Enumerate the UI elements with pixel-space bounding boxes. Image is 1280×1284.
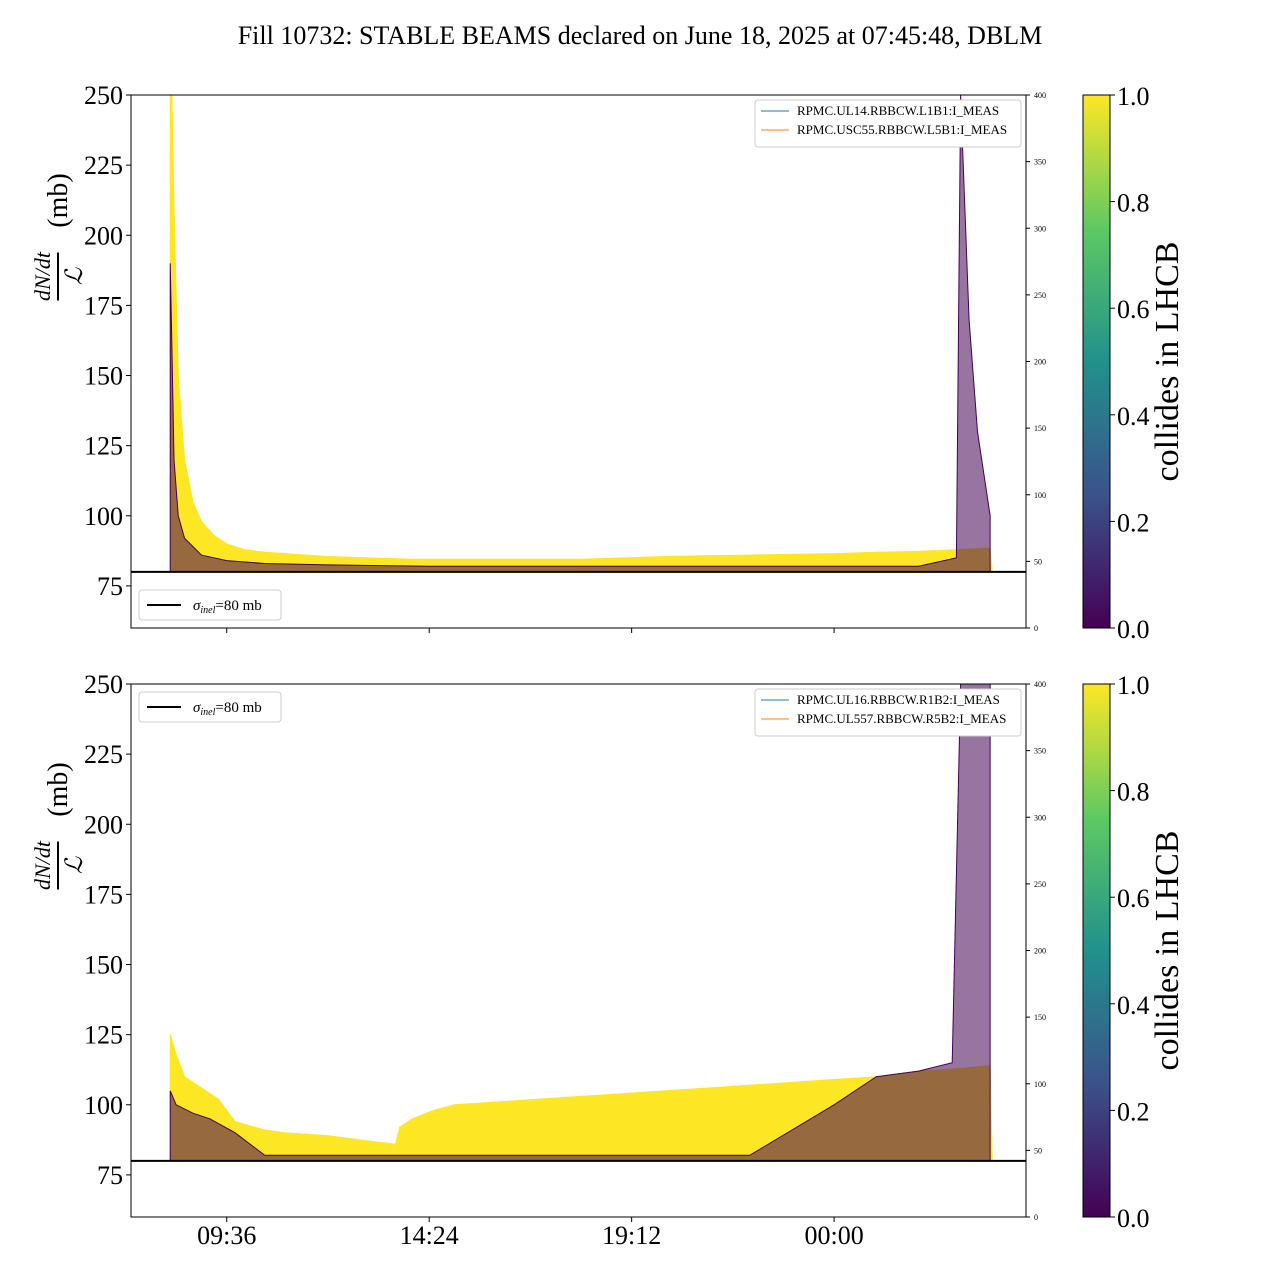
- colorbar-tick-label: 0.2: [1117, 508, 1150, 537]
- y2-tick-label: 300: [1034, 813, 1046, 822]
- legend-entry: RPMC.UL16.RBBCW.R1B2:I_MEAS: [797, 692, 1000, 707]
- colorbar-label: collides in LHCB: [1149, 831, 1186, 1071]
- y-label-numerator: dN/dt: [30, 840, 55, 890]
- y2-tick-label: 150: [1034, 424, 1046, 433]
- colorbar-gradient: [1082, 94, 1111, 629]
- colorbar-tick-label: 0.6: [1117, 884, 1150, 913]
- colorbar-tick-label: 0.0: [1117, 1204, 1150, 1233]
- y-tick-label: 200: [84, 810, 123, 839]
- y-tick-label: 225: [84, 151, 123, 180]
- y2-tick-label: 350: [1034, 158, 1046, 167]
- y2-tick-label: 0: [1034, 624, 1038, 633]
- y-tick-label: 150: [84, 362, 123, 391]
- y2-tick-label: 400: [1034, 91, 1046, 100]
- y2-tick-label: 350: [1034, 747, 1046, 756]
- reference-legend-label: σinel=80 mb: [193, 700, 262, 718]
- y-tick-label: 75: [97, 572, 123, 601]
- y-label-denominator: ℒ: [62, 267, 88, 285]
- y-tick-label: 175: [84, 880, 123, 909]
- colorbar-tick-label: 0.4: [1117, 991, 1150, 1020]
- series-area-0: [169, 95, 993, 573]
- legend-entry: RPMC.UL14.RBBCW.L1B1:I_MEAS: [797, 103, 999, 118]
- legend-entry: RPMC.UL557.RBBCW.R5B2:I_MEAS: [797, 711, 1006, 726]
- y2-tick-label: 400: [1034, 680, 1046, 689]
- series-legend-box: [754, 688, 1022, 737]
- plot-area: [169, 95, 993, 573]
- y2-tick-label: 100: [1034, 1080, 1046, 1089]
- y-label-unit: (mb): [43, 173, 74, 227]
- series-legend: RPMC.UL14.RBBCW.L1B1:I_MEAS RPMC.USC55.RB…: [754, 99, 1022, 148]
- y-tick-label: 100: [84, 502, 123, 531]
- colorbar-tick-label: 0.8: [1117, 778, 1150, 807]
- colorbar-tick-label: 0.4: [1117, 402, 1150, 431]
- series-legend: RPMC.UL16.RBBCW.R1B2:I_MEAS RPMC.UL557.RB…: [754, 688, 1022, 737]
- panel-bottom: 75 100 125 150 175 200 225 250 0 50 100 150 200 250 30…: [30, 670, 1046, 1250]
- series-area-1: [169, 684, 991, 1162]
- y2-tick-label: 100: [1034, 491, 1046, 500]
- y-label-denominator: ℒ: [62, 856, 88, 874]
- colorbar-tick-label: 0.2: [1117, 1097, 1150, 1126]
- y-tick-label: 125: [84, 1021, 123, 1050]
- axes-frame: [130, 94, 1027, 629]
- x-tick-label: 19:12: [602, 1221, 661, 1250]
- y-axis-label: dN/dt ℒ (mb): [30, 762, 88, 890]
- y2-tick-label: 0: [1034, 1213, 1038, 1222]
- y-tick-label: 150: [84, 951, 123, 980]
- y2-tick-label: 50: [1034, 1146, 1042, 1155]
- colorbar-top: 0.0 0.2 0.4 0.6 0.8 1.0 collides in LHCB: [1082, 82, 1186, 644]
- y-tick-label: 200: [84, 221, 123, 250]
- series-area-1: [169, 95, 991, 573]
- colorbar-gradient: [1082, 683, 1111, 1218]
- plot-area: [169, 684, 993, 1162]
- reference-legend: σinel=80 mb: [138, 691, 282, 723]
- y2-tick-label: 150: [1034, 1013, 1046, 1022]
- y2-tick-label: 200: [1034, 358, 1046, 367]
- y-tick-label: 250: [84, 670, 123, 699]
- y2-tick-label: 200: [1034, 947, 1046, 956]
- y-tick-label: 100: [84, 1091, 123, 1120]
- y2-tick-label: 50: [1034, 557, 1042, 566]
- colorbar-tick-label: 0.0: [1117, 615, 1150, 644]
- x-tick-label: 00:00: [804, 1221, 863, 1250]
- series-legend-box: [754, 99, 1022, 148]
- figure-title: Fill 10732: STABLE BEAMS declared on Jun…: [238, 21, 1043, 50]
- y-label-numerator: dN/dt: [30, 251, 55, 301]
- colorbar-bottom: 0.0 0.2 0.4 0.6 0.8 1.0 collides in LHCB: [1082, 671, 1186, 1233]
- colorbar-tick-label: 0.6: [1117, 295, 1150, 324]
- x-tick-label: 14:24: [400, 1221, 459, 1250]
- legend-entry: RPMC.USC55.RBBCW.L5B1:I_MEAS: [797, 122, 1007, 137]
- y-tick-label: 175: [84, 291, 123, 320]
- y-tick-label: 125: [84, 432, 123, 461]
- colorbar-tick-label: 0.8: [1117, 189, 1150, 218]
- y2-tick-label: 300: [1034, 224, 1046, 233]
- reference-legend: σinel=80 mb: [138, 589, 282, 621]
- colorbar-label: collides in LHCB: [1149, 242, 1186, 482]
- y-tick-label: 225: [84, 740, 123, 769]
- x-tick-label: 09:36: [197, 1221, 256, 1250]
- colorbar-tick-label: 1.0: [1117, 82, 1150, 111]
- panel-top: 75 100 125 150 175 200 225 250 0 50 100 150 200 250 30…: [30, 81, 1046, 633]
- reference-legend-label: σinel=80 mb: [193, 598, 262, 616]
- y2-tick-label: 250: [1034, 880, 1046, 889]
- reference-legend-box: [138, 589, 282, 621]
- y2-tick-label: 250: [1034, 291, 1046, 300]
- y-tick-label: 75: [97, 1161, 123, 1190]
- reference-legend-box: [138, 691, 282, 723]
- y-label-unit: (mb): [43, 762, 74, 816]
- colorbar-tick-label: 1.0: [1117, 671, 1150, 700]
- y-tick-label: 250: [84, 81, 123, 110]
- y-axis-label: dN/dt ℒ (mb): [30, 173, 88, 301]
